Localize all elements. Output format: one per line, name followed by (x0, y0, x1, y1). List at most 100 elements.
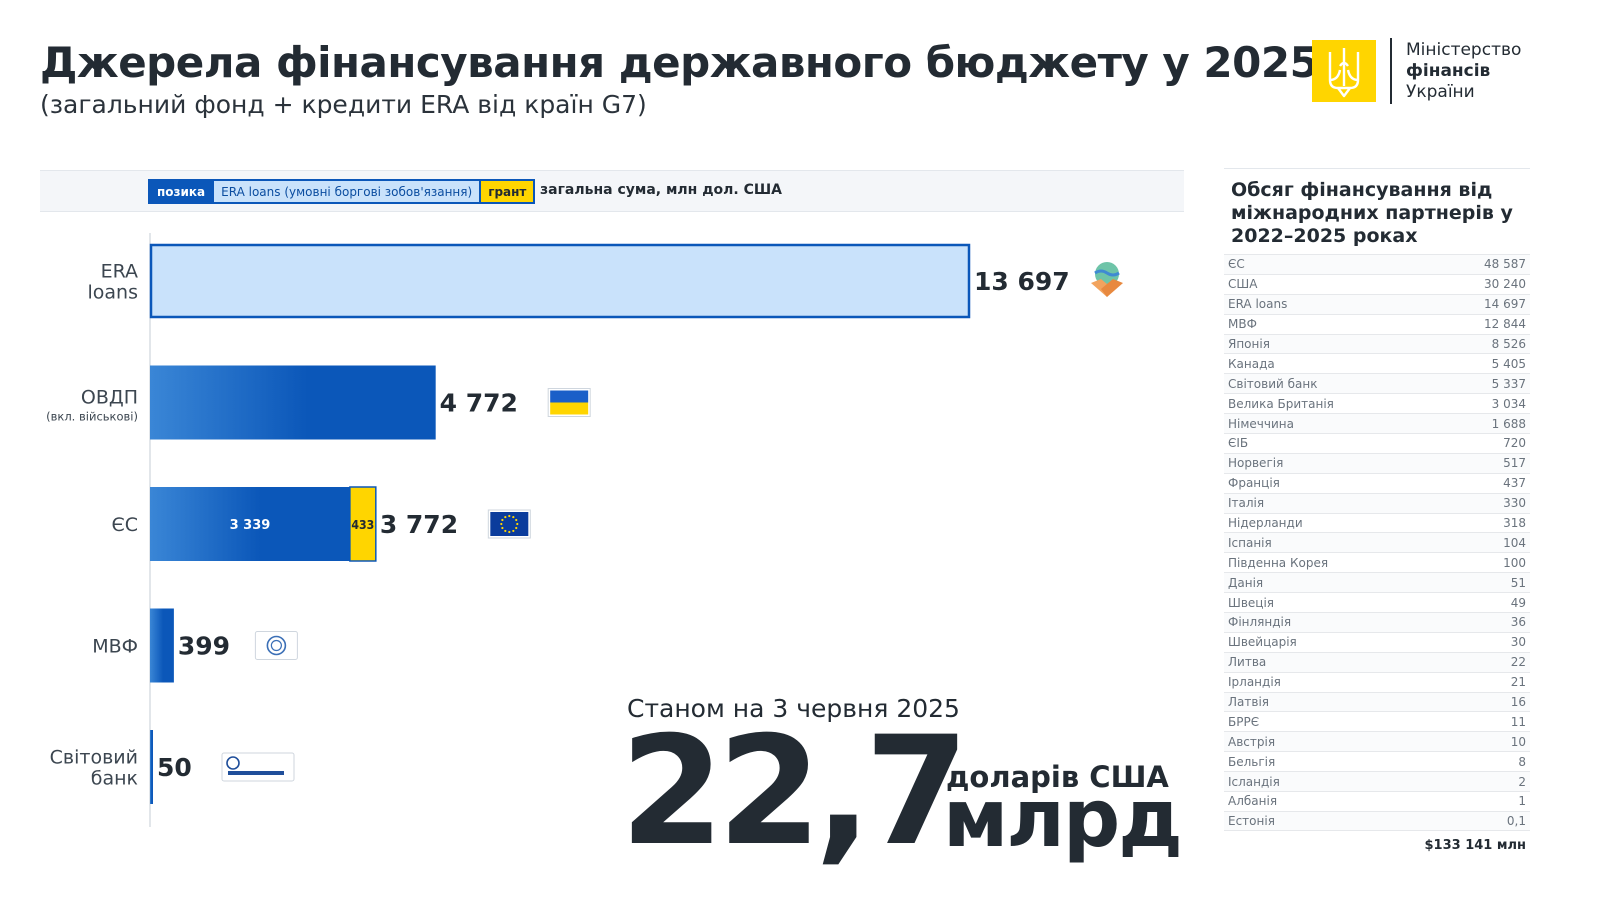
ministry-name-line3: України (1406, 82, 1475, 102)
partner-name: МВФ (1228, 317, 1257, 332)
partner-name: Фінляндія (1228, 615, 1292, 630)
logo-divider (1390, 38, 1392, 104)
partner-row: Велика Британія 3 034 (1224, 393, 1530, 414)
partner-value: 49 (1510, 595, 1526, 610)
bar-loan (150, 730, 153, 804)
summary-date: Станом на 3 червня 2025 (627, 694, 960, 723)
partner-value: 1 (1518, 794, 1526, 809)
partner-row: Німеччина 1 688 (1224, 413, 1530, 434)
partner-value: 5 405 (1491, 356, 1526, 371)
partner-value: 318 (1503, 516, 1526, 531)
partner-value: 11 (1510, 714, 1526, 729)
partner-value: 100 (1503, 555, 1526, 570)
partner-name: Канада (1228, 356, 1275, 371)
bar-segment-label: 3 339 (230, 518, 271, 533)
partner-row: Бельгія 8 (1224, 751, 1530, 772)
partner-row: МВФ 12 844 (1224, 313, 1530, 334)
partner-row: Італія 330 (1224, 492, 1530, 513)
partner-name: Японія (1228, 337, 1270, 351)
partner-row: ERA loans 14 697 (1224, 293, 1530, 314)
trident-emblem-icon (1312, 40, 1376, 102)
partner-row: Литва 22 (1224, 651, 1530, 672)
partner-name: Іспанія (1228, 535, 1272, 550)
bar-loan (150, 487, 350, 561)
partner-value: 51 (1510, 575, 1526, 590)
ministry-name-line1: Міністерство (1406, 40, 1522, 60)
partner-row: БРРЄ 11 (1224, 711, 1530, 732)
bar-loan (150, 608, 174, 683)
partner-row: Південна Корея 100 (1224, 552, 1530, 573)
partner-row: Франція 437 (1224, 472, 1530, 493)
partner-row: Японія 8 526 (1224, 333, 1530, 354)
partner-value: 1 688 (1491, 416, 1526, 431)
partner-row: Ісландія 2 (1224, 771, 1530, 792)
category-label: loans (88, 282, 139, 304)
partner-value: 16 (1510, 695, 1526, 710)
partner-value: 14 697 (1484, 297, 1526, 312)
eu-flag-icon (487, 509, 531, 539)
category-label: МВФ (92, 636, 138, 658)
partner-name: ЄС (1228, 257, 1245, 272)
partner-row: Латвія 16 (1224, 691, 1530, 712)
bar-era-loans (149, 243, 971, 319)
page-title: Джерела фінансування державного бюджету … (40, 38, 1319, 87)
category-label: ERA (101, 261, 138, 283)
ministry-name-line2: фінансів (1406, 61, 1491, 81)
partner-row: Іспанія 104 (1224, 532, 1530, 553)
partner-value: 8 526 (1491, 337, 1526, 351)
partner-value: 2 (1518, 774, 1526, 789)
summary-unit: млрд (943, 772, 1183, 865)
partner-row: Швеція 49 (1224, 592, 1530, 613)
partner-name: Данія (1228, 575, 1264, 590)
bar-total-label: 50 (157, 753, 192, 782)
summary-amount: 22,7 (620, 705, 969, 879)
partner-row: Канада 5 405 (1224, 353, 1530, 374)
category-label: ОВДП (81, 387, 138, 409)
imf-seal-icon (254, 631, 298, 660)
partner-value: 5 337 (1491, 376, 1526, 391)
legend-grant: грант (479, 181, 534, 202)
partner-value: 8 (1518, 754, 1526, 769)
partner-row: Естонія 0,1 (1224, 810, 1530, 831)
bar-grant (349, 486, 377, 562)
category-label: банк (91, 768, 138, 790)
partner-name: Південна Корея (1228, 555, 1329, 570)
partner-name: БРРЄ (1228, 714, 1260, 729)
partner-row: Албанія 1 (1224, 791, 1530, 811)
category-sublabel: (вкл. військові) (46, 410, 138, 424)
handshake-globe-icon (1091, 262, 1123, 297)
partner-name: Швейцарія (1228, 635, 1297, 650)
partner-name: ERA loans (1228, 297, 1288, 312)
partner-row: Австрія 10 (1224, 731, 1530, 752)
partner-value: 36 (1510, 615, 1526, 630)
partner-row: Нідерланди 318 (1224, 512, 1530, 533)
partner-name: Ісландія (1228, 774, 1280, 789)
partner-row: ЄІБ 720 (1224, 433, 1530, 453)
page-subtitle: (загальний фонд + кредити ERA від країн … (40, 90, 647, 119)
partner-name: США (1228, 277, 1258, 292)
partner-row: Фінляндія 36 (1224, 612, 1530, 632)
partner-name: Нідерланди (1228, 516, 1303, 531)
partner-name: ЄІБ (1228, 436, 1249, 451)
partner-name: Німеччина (1228, 416, 1294, 431)
partner-name: Франція (1228, 476, 1280, 491)
legend-total-caption: загальна сума, млн дол. США (540, 182, 782, 198)
partner-row: Норвегія 517 (1224, 452, 1530, 473)
partner-value: 517 (1503, 456, 1526, 471)
ministry-logo: Міністерство фінансів України (1312, 38, 1592, 104)
ministry-name: Міністерство фінансів України (1406, 40, 1521, 103)
partners-list: ЄС 48 587 США 30 240 ERA loans 14 697 МВФ 12 84… (1224, 254, 1530, 831)
partner-name: Австрія (1228, 734, 1276, 749)
partners-panel: Обсяг фінансування від міжнародних партн… (1224, 168, 1530, 853)
partner-value: 12 844 (1484, 317, 1526, 332)
category-label: ЄС (111, 514, 138, 536)
partner-value: 30 (1510, 635, 1526, 650)
partners-total: $133 141 млн (1424, 837, 1527, 853)
ukraine-flag-icon (547, 388, 591, 417)
bar-total-label: 399 (178, 632, 230, 661)
world-bank-logo-icon (221, 752, 295, 782)
partner-value: 48 587 (1484, 257, 1526, 272)
partner-value: 720 (1503, 436, 1526, 451)
partner-name: Естонія (1228, 813, 1275, 828)
partner-row: Швейцарія 30 (1224, 631, 1530, 652)
